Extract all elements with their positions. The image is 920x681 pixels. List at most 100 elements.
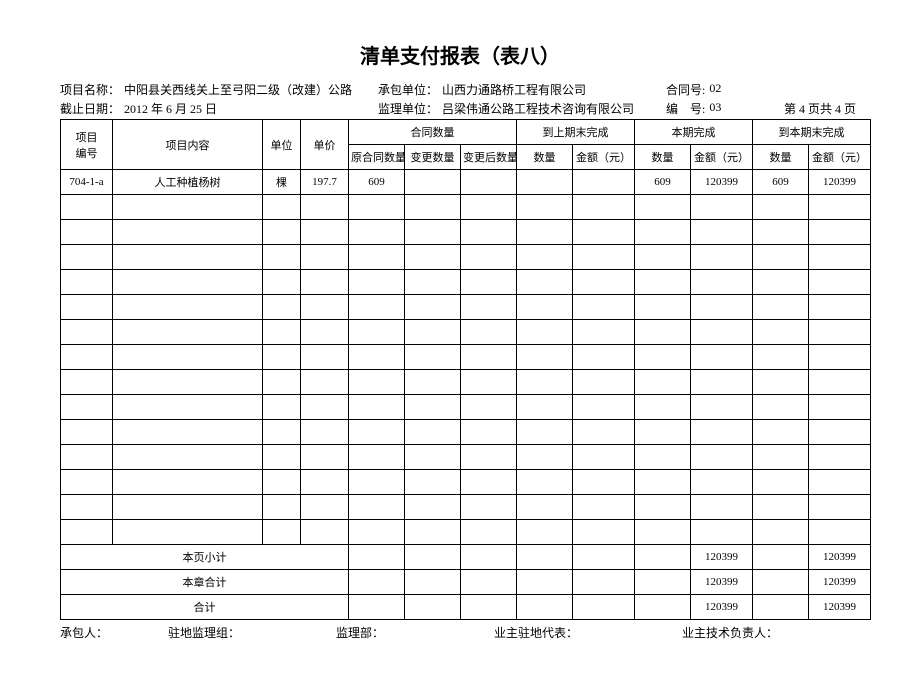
cell-this-amt: 120399 — [691, 570, 753, 595]
serial-label: 编 号: — [666, 100, 705, 117]
sig-contractor: 承包人： — [60, 624, 160, 641]
cell-orig-qty: 609 — [349, 170, 405, 195]
cell-blank — [635, 395, 691, 420]
th-item-desc: 项目内容 — [113, 120, 263, 170]
cell-blank — [753, 495, 809, 520]
sig-owner-tech: 业主技术负责人： — [682, 624, 778, 641]
cell-blank — [753, 595, 809, 620]
cell-blank — [61, 320, 113, 345]
th-contract-qty: 合同数量 — [349, 120, 517, 145]
cell-blank — [753, 320, 809, 345]
table-row-blank — [61, 195, 871, 220]
cell-blank — [809, 245, 871, 270]
cell-blank — [113, 470, 263, 495]
cell-blank — [635, 195, 691, 220]
cell-blank — [691, 445, 753, 470]
cell-blank — [113, 195, 263, 220]
cell-blank — [349, 220, 405, 245]
table-row-blank — [61, 395, 871, 420]
cell-blank — [809, 195, 871, 220]
cell-blank — [349, 295, 405, 320]
cell-todate-amt: 120399 — [809, 570, 871, 595]
cell-blank — [263, 195, 301, 220]
sig-site-group: 驻地监理组： — [168, 624, 328, 641]
cell-blank — [753, 370, 809, 395]
cell-blank — [301, 420, 349, 445]
cell-blank — [405, 245, 461, 270]
cell-blank — [113, 245, 263, 270]
cell-blank — [517, 320, 573, 345]
cell-blank — [405, 445, 461, 470]
cell-blank — [809, 320, 871, 345]
th-this-qty: 数量 — [635, 145, 691, 170]
table-row-blank — [61, 320, 871, 345]
cell-blank — [405, 270, 461, 295]
cell-blank — [349, 195, 405, 220]
table-row-blank — [61, 520, 871, 545]
cell-blank — [301, 445, 349, 470]
cell-blank — [405, 345, 461, 370]
cell-blank — [113, 520, 263, 545]
cell-id: 704-1-a — [61, 170, 113, 195]
cell-blank — [61, 495, 113, 520]
cell-blank — [635, 570, 691, 595]
cell-blank — [753, 220, 809, 245]
cell-blank — [573, 270, 635, 295]
cell-blank — [635, 520, 691, 545]
project-name-label: 项目名称： — [60, 81, 120, 98]
cell-blank — [753, 420, 809, 445]
cell-blank — [573, 195, 635, 220]
cell-this-qty: 609 — [635, 170, 691, 195]
cell-blank — [113, 495, 263, 520]
cell-blank — [113, 370, 263, 395]
cell-blank — [635, 245, 691, 270]
cell-blank — [691, 195, 753, 220]
cell-blank — [263, 345, 301, 370]
cell-blank — [573, 320, 635, 345]
contract-no-label: 合同号: — [666, 81, 705, 98]
cell-blank — [461, 195, 517, 220]
cell-blank — [753, 520, 809, 545]
cell-blank — [461, 295, 517, 320]
cell-blank — [517, 570, 573, 595]
cell-blank — [753, 395, 809, 420]
cell-blank — [405, 470, 461, 495]
cell-blank — [573, 370, 635, 395]
cell-this-amt: 120399 — [691, 595, 753, 620]
cell-blank — [809, 520, 871, 545]
cell-blank — [263, 495, 301, 520]
th-todate-qty: 数量 — [753, 145, 809, 170]
cell-blank — [691, 220, 753, 245]
cell-blank — [809, 420, 871, 445]
cell-blank — [573, 295, 635, 320]
meta-row-1: 项目名称： 中阳县关西线关上至弓阳二级（改建）公路 承包单位： 山西力通路桥工程… — [60, 81, 860, 98]
cell-blank — [263, 220, 301, 245]
cell-blank — [61, 370, 113, 395]
cell-blank — [113, 445, 263, 470]
cell-blank — [753, 295, 809, 320]
cell-prev-amt — [573, 170, 635, 195]
cell-blank — [691, 520, 753, 545]
cell-blank — [573, 595, 635, 620]
cell-blank — [301, 320, 349, 345]
table-row: 704-1-a人工种植杨树棵197.7609609120399609120399 — [61, 170, 871, 195]
cell-blank — [573, 445, 635, 470]
cell-blank — [573, 395, 635, 420]
cell-blank — [301, 495, 349, 520]
cell-blank — [691, 245, 753, 270]
cell-blank — [635, 420, 691, 445]
cell-blank — [517, 520, 573, 545]
cell-blank — [113, 295, 263, 320]
page-indicator: 第 4 页共 4 页 — [784, 100, 856, 117]
cell-blank — [113, 270, 263, 295]
cell-unit: 棵 — [263, 170, 301, 195]
cell-blank — [517, 295, 573, 320]
th-todate-amt: 金额（元） — [809, 145, 871, 170]
cell-blank — [113, 420, 263, 445]
cell-blank — [461, 420, 517, 445]
cell-blank — [635, 320, 691, 345]
cell-blank — [573, 345, 635, 370]
cell-blank — [461, 395, 517, 420]
cell-blank — [405, 420, 461, 445]
cell-blank — [635, 545, 691, 570]
